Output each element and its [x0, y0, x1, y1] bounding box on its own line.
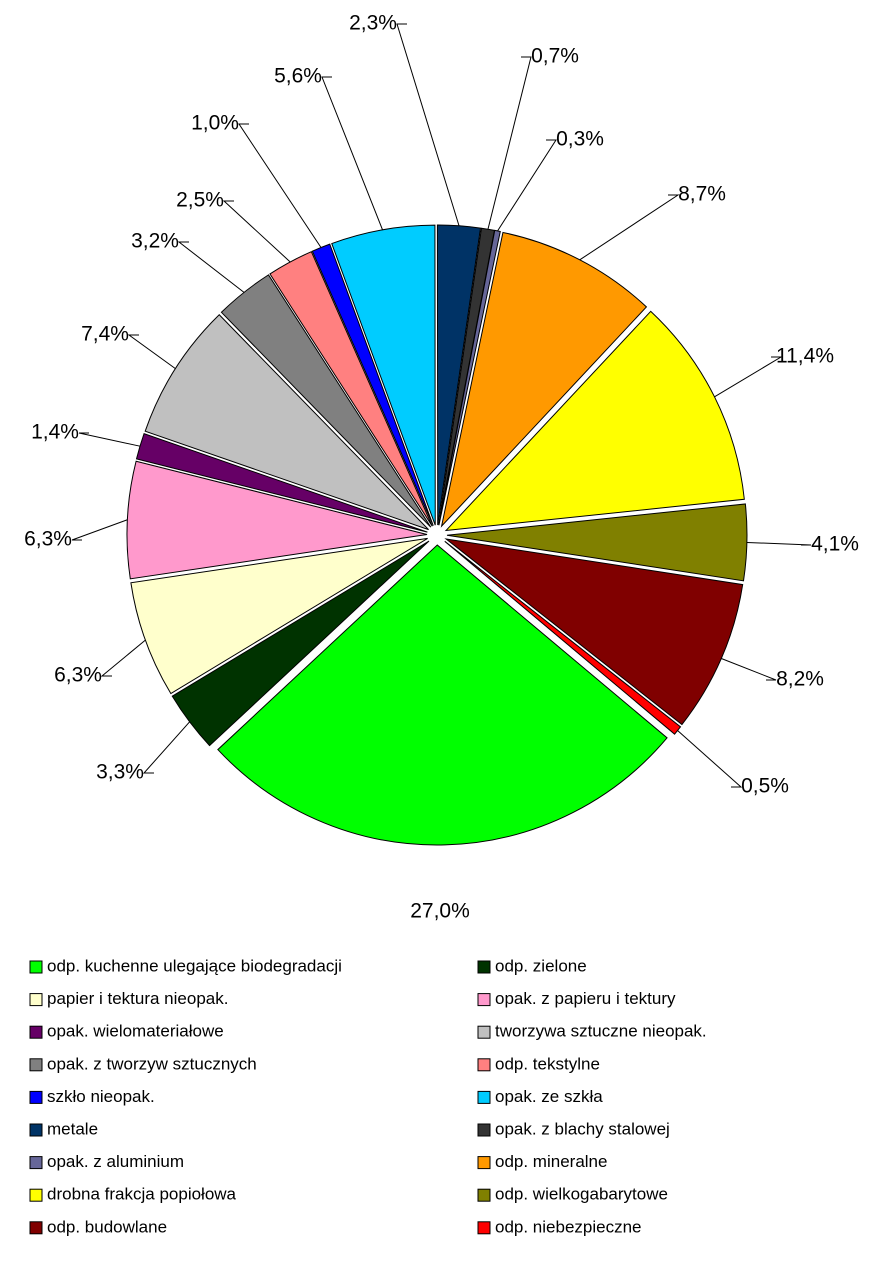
pie-slice [220, 274, 432, 528]
leader-line [238, 123, 322, 248]
pie-slice [126, 460, 428, 580]
legend-label: papier i tektura nieopak. [47, 989, 228, 1008]
data-label: 7,4% [81, 323, 129, 346]
pie-slice [171, 540, 430, 747]
legend-swatch [477, 1221, 491, 1235]
data-label: 3,2% [131, 230, 179, 253]
pie-slice [444, 310, 745, 532]
legend-swatch [29, 993, 43, 1007]
legend-swatch [29, 1090, 43, 1104]
leader-line [487, 56, 532, 230]
legend-label: odp. niebezpieczne [495, 1217, 642, 1236]
legend-label: odp. zielone [495, 956, 587, 975]
legend-label: szkło nieopak. [47, 1087, 155, 1106]
pie-slice [217, 544, 668, 846]
pie-slice [311, 243, 434, 526]
legend-label: tworzywa sztuczne nieopak. [495, 1022, 707, 1041]
legend-label: drobna frakcja popiołowa [47, 1185, 237, 1204]
legend-swatch [29, 1221, 43, 1235]
leader-line [721, 658, 777, 681]
leader-line [127, 334, 176, 370]
legend-label: opak. ze szkła [495, 1087, 603, 1106]
legend-swatch [29, 1188, 43, 1202]
leader-line [321, 76, 383, 231]
leader-line [497, 139, 557, 232]
data-label: 1,4% [31, 421, 79, 444]
leader-line [677, 730, 743, 788]
legend-label: odp. mineralne [495, 1152, 607, 1171]
legend-swatch [477, 993, 491, 1007]
legend-swatch [477, 1123, 491, 1137]
data-label: 2,3% [349, 12, 397, 35]
data-label: 1,0% [191, 112, 239, 135]
legend-swatch [29, 960, 43, 974]
data-label: 6,3% [54, 664, 102, 687]
legend-swatch [29, 1025, 43, 1039]
leader-line [142, 721, 191, 774]
data-label: 6,3% [24, 528, 72, 551]
leader-line [396, 23, 460, 226]
legend-swatch [477, 1188, 491, 1202]
legend-swatch [477, 1025, 491, 1039]
legend-label: opak. z aluminium [47, 1152, 184, 1171]
leader-line [78, 432, 141, 447]
legend-label: opak. z blachy stalowej [495, 1119, 670, 1138]
leader-line [71, 519, 128, 541]
pie-slice [144, 314, 429, 531]
leader-line [714, 356, 783, 398]
data-label: 3,3% [96, 761, 144, 784]
leader-line [222, 200, 291, 263]
legend-swatch [29, 1156, 43, 1170]
data-label: 8,7% [678, 183, 726, 206]
legend-label: odp. tekstylne [495, 1054, 600, 1073]
data-label: 27,0% [410, 900, 470, 923]
data-label: 4,1% [811, 533, 859, 556]
pie-slice [331, 224, 436, 526]
leader-line [579, 194, 680, 261]
leader-line [746, 541, 812, 546]
legend-swatch [477, 1156, 491, 1170]
pie-slice [444, 538, 744, 726]
legend-swatch [29, 1058, 43, 1072]
data-label: 0,7% [531, 45, 579, 68]
legend-label: odp. budowlane [47, 1217, 167, 1236]
pie-slice [130, 537, 428, 695]
legend-swatch [29, 1123, 43, 1137]
legend-swatch [477, 1058, 491, 1072]
legend-label: odp. kuchenne ulegające biodegradacji [47, 956, 342, 975]
data-label: 0,3% [556, 128, 604, 151]
legend-label: metale [47, 1119, 98, 1138]
data-label: 5,6% [274, 65, 322, 88]
data-label: 11,4% [776, 345, 834, 368]
data-label: 0,5% [741, 775, 789, 798]
pie-slice [269, 250, 433, 527]
data-label: 2,5% [176, 189, 224, 212]
legend-label: opak. z tworzyw sztucznych [47, 1054, 257, 1073]
leader-line [100, 639, 146, 677]
data-label: 8,2% [776, 668, 824, 691]
legend-swatch [477, 960, 491, 974]
legend-label: opak. z papieru i tektury [495, 989, 676, 1008]
leader-line [177, 241, 245, 293]
legend-swatch [477, 1090, 491, 1104]
legend-label: odp. wielkogabarytowe [495, 1185, 668, 1204]
legend-label: opak. wielomateriałowe [47, 1022, 224, 1041]
